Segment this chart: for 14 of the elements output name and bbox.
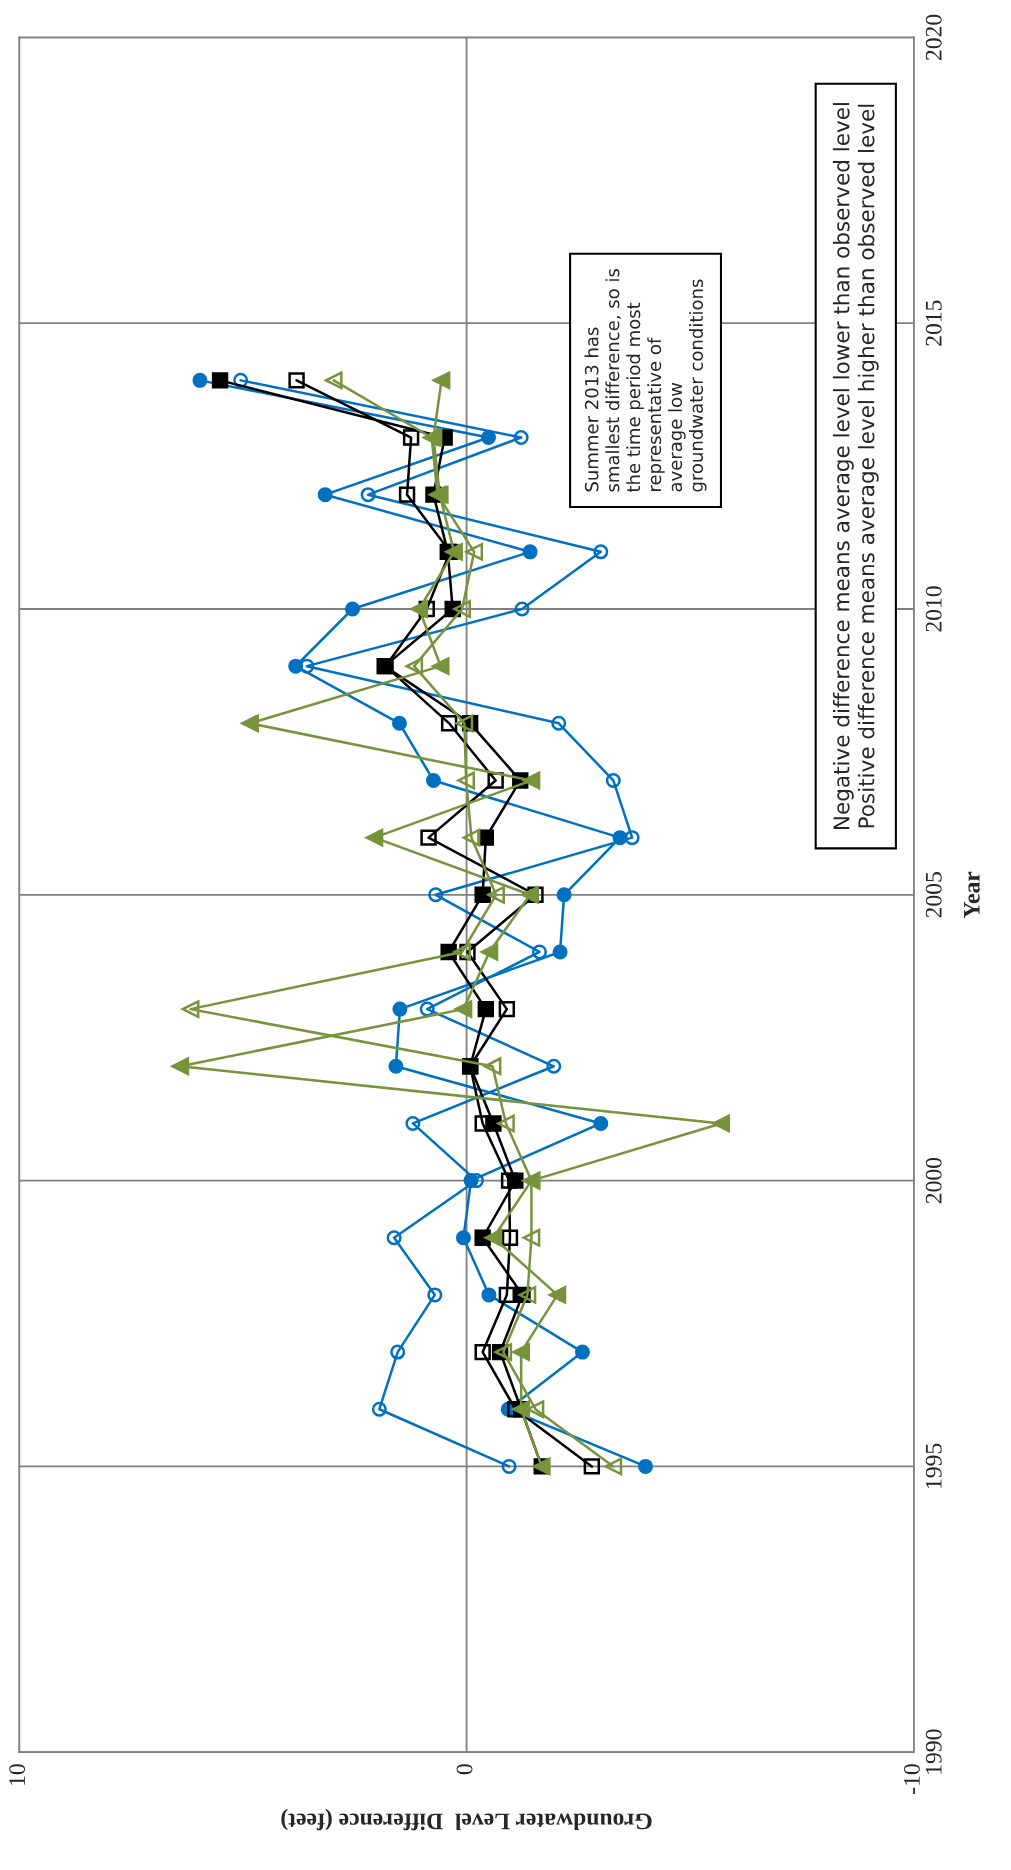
y-tick-label: 2010 [925, 586, 942, 632]
y-tick-label: 2000 [925, 1157, 942, 1204]
x-tick-label: 0 [456, 1764, 473, 1775]
y-tick-label: 2020 [925, 14, 942, 60]
annotation: Negative difference means average level lower than observed level Positive difference means average level higher than observed level [832, 103, 879, 830]
annotation: Summer 2013 has smallest difference, so is the time period most representative of average low groundwater conditions [584, 269, 707, 493]
x-tick-label: -10 [903, 1764, 920, 1794]
x-axis-title: Groundwater Level Difference (feet) [281, 1808, 652, 1831]
y-tick-label: 2005 [925, 872, 942, 918]
y-tick-label: 1990 [925, 1729, 942, 1774]
y-axis-title: Year [964, 871, 980, 918]
x-tick-label: 10 [9, 1764, 26, 1785]
y-tick-label: 1995 [925, 1443, 942, 1488]
y-tick-label: 2015 [925, 300, 942, 346]
